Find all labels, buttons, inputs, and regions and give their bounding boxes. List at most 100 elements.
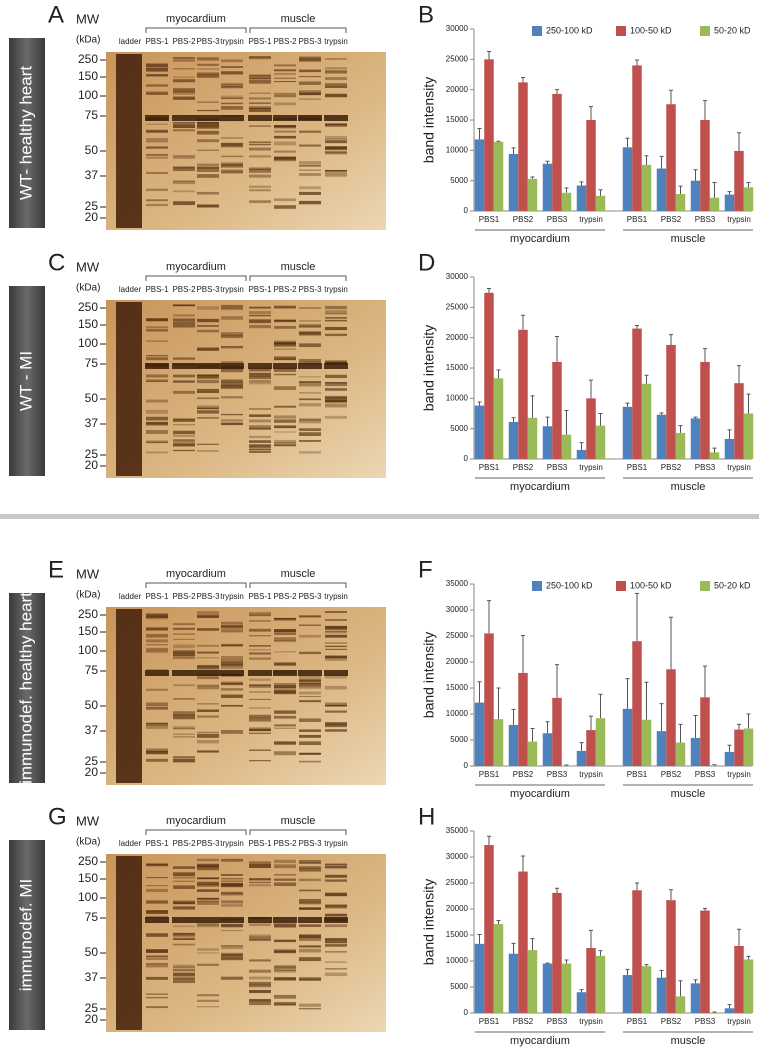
gel-band (197, 443, 219, 445)
gel-band (274, 319, 296, 323)
group-bracket (145, 275, 247, 281)
gel-band (274, 967, 296, 972)
gel-band (249, 1001, 271, 1006)
panel-letter: B (418, 1, 434, 28)
gel-band (146, 330, 168, 332)
gel-band (146, 326, 168, 329)
gel-band (146, 430, 168, 434)
mw-marker: 20 (85, 765, 99, 779)
gel-band (197, 657, 219, 659)
gel-band (299, 862, 321, 864)
gel-band (274, 1003, 296, 1006)
gel-band (249, 959, 271, 962)
y-tick-label: 0 (464, 761, 469, 770)
gel-band (299, 98, 321, 100)
gel-band (274, 751, 296, 756)
bar (484, 59, 494, 212)
gel-band (249, 97, 271, 100)
gel-band (325, 685, 347, 690)
error-bar (598, 950, 603, 956)
gel-band (249, 645, 271, 647)
gel-band (197, 676, 219, 680)
x-tick-label: PBS3 (547, 1017, 568, 1026)
error-bar (693, 715, 698, 738)
gel-band (299, 734, 321, 738)
lane-label: PBS-1 (145, 592, 169, 601)
panel-letter: E (48, 556, 64, 583)
gel-band (145, 115, 169, 121)
gel-band (146, 123, 168, 125)
gel-band (325, 83, 347, 86)
gel-band (325, 313, 347, 315)
gel-band (249, 419, 271, 423)
bar (743, 728, 754, 766)
gel-band (249, 427, 271, 430)
gel-band (172, 363, 196, 369)
gel-band (299, 419, 321, 424)
gel-band (249, 864, 271, 868)
gel-band (146, 441, 168, 444)
gel-band (274, 949, 296, 954)
gel-band (299, 81, 321, 85)
gel-band (249, 200, 271, 204)
y-tick-label: 15000 (446, 115, 469, 124)
gel-band (274, 326, 296, 329)
gel-band (146, 92, 168, 95)
lane-label: trypsin (324, 839, 348, 848)
gel-band (249, 717, 271, 722)
gel-band (249, 189, 271, 192)
gel-band (298, 363, 322, 369)
gel-band (221, 663, 243, 667)
gel-band (197, 168, 219, 172)
gel-band (249, 174, 271, 178)
gel-band (273, 917, 297, 923)
gel-band (325, 938, 347, 941)
gel-band (197, 101, 219, 103)
bar (622, 147, 633, 211)
mw-marker: 25 (85, 447, 99, 461)
group-label: myocardium (510, 1035, 570, 1047)
gel-band (299, 741, 321, 746)
x-tick-label: PBS2 (513, 463, 534, 472)
gel-band (325, 310, 347, 314)
error-bar (477, 933, 482, 944)
gel-band (146, 451, 168, 454)
gel-band (325, 723, 347, 728)
gel-band (249, 314, 271, 317)
gel-band (325, 944, 347, 947)
gel-band (220, 115, 244, 121)
error-bar (727, 744, 732, 752)
gel-band (249, 684, 271, 686)
gel-band (325, 85, 347, 88)
gel-band (325, 317, 347, 319)
gel-band (173, 726, 195, 730)
gel-band (274, 305, 296, 309)
gel-band (325, 702, 347, 705)
lane-label: PBS-3 (298, 37, 322, 46)
gel-band (145, 363, 169, 369)
bar (508, 953, 519, 1013)
gel-band (325, 913, 347, 917)
error-bar (521, 634, 525, 673)
x-tick-label: PBS1 (479, 770, 500, 779)
gel-band (249, 881, 271, 883)
bar (700, 697, 710, 766)
gel-band (197, 703, 219, 705)
gel-band (146, 669, 168, 671)
gel-band (274, 158, 296, 162)
mw-marker: 20 (85, 1012, 99, 1026)
gel-band (325, 863, 347, 865)
y-axis-label: band intensity (421, 77, 437, 163)
group-label: myocardium (510, 481, 570, 493)
gel-band (299, 760, 321, 763)
error-bar (737, 365, 741, 384)
error-bar (511, 942, 516, 954)
gel-band (274, 72, 296, 75)
gel-band (249, 450, 271, 453)
mw-marker: 100 (78, 88, 98, 102)
gel-band (173, 633, 195, 635)
gel-band (299, 729, 321, 732)
gel-band (274, 81, 296, 83)
gel-band (299, 428, 321, 432)
gel-band (274, 373, 296, 376)
